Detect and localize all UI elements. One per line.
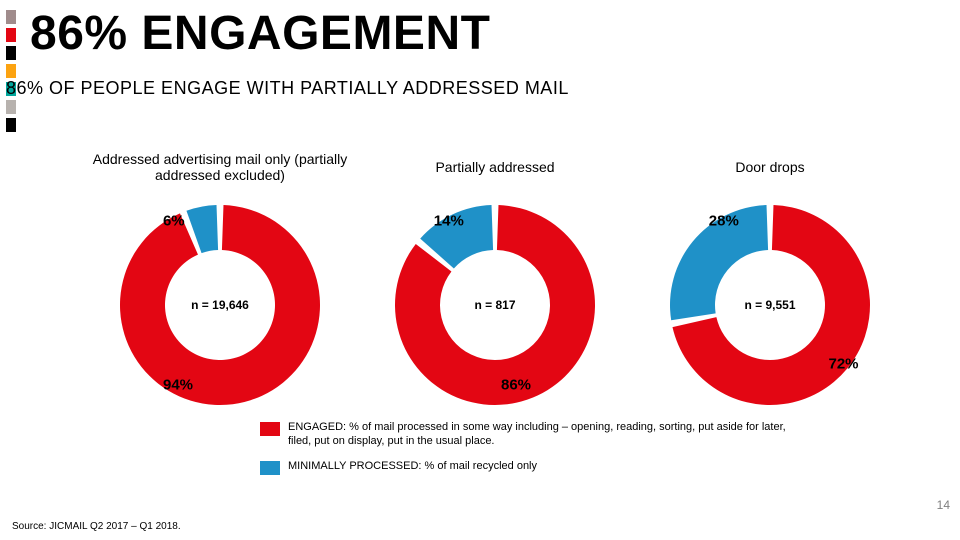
legend-swatch bbox=[260, 422, 280, 436]
legend-text: MINIMALLY PROCESSED: % of mail recycled … bbox=[288, 459, 537, 473]
donut-slice-label-engaged: 72% bbox=[828, 355, 858, 372]
legend: ENGAGED: % of mail processed in some way… bbox=[260, 420, 800, 485]
legend-row: ENGAGED: % of mail processed in some way… bbox=[260, 420, 800, 449]
legend-row: MINIMALLY PROCESSED: % of mail recycled … bbox=[260, 459, 800, 475]
page-subtitle: 86% OF PEOPLE ENGAGE WITH PARTIALLY ADDR… bbox=[6, 78, 569, 99]
chart-title: Door drops bbox=[735, 140, 804, 194]
donut: n = 817 86% 14% bbox=[390, 200, 600, 410]
donut: n = 19,646 94% 6% bbox=[115, 200, 325, 410]
page-number: 14 bbox=[937, 498, 950, 512]
legend-text: ENGAGED: % of mail processed in some way… bbox=[288, 420, 800, 449]
accent-bar bbox=[6, 118, 16, 132]
donut-slice-label-minimal: 28% bbox=[709, 213, 739, 230]
accent-bar bbox=[6, 28, 16, 42]
donut-center-label: n = 9,551 bbox=[744, 298, 795, 312]
donut-slice-label-engaged: 86% bbox=[501, 376, 531, 393]
donut-center-label: n = 817 bbox=[474, 298, 515, 312]
accent-bar bbox=[6, 46, 16, 60]
chart-1: Partially addressed n = 817 86% 14% bbox=[365, 140, 625, 410]
donut-slice-label-engaged: 94% bbox=[163, 376, 193, 393]
legend-swatch bbox=[260, 461, 280, 475]
accent-bar bbox=[6, 64, 16, 78]
source-text: Source: JICMAIL Q2 2017 – Q1 2018. bbox=[12, 521, 181, 532]
chart-title: Addressed advertising mail only (partial… bbox=[90, 140, 350, 194]
donut-slice-label-minimal: 6% bbox=[163, 213, 185, 230]
chart-2: Door drops n = 9,551 72% 28% bbox=[640, 140, 900, 410]
accent-bar bbox=[6, 100, 16, 114]
donut-center-label: n = 19,646 bbox=[191, 298, 249, 312]
donut-slice-label-minimal: 14% bbox=[434, 213, 464, 230]
donut: n = 9,551 72% 28% bbox=[665, 200, 875, 410]
accent-bars bbox=[6, 10, 16, 136]
chart-0: Addressed advertising mail only (partial… bbox=[90, 140, 350, 410]
slide-root: 86% ENGAGEMENT 86% OF PEOPLE ENGAGE WITH… bbox=[0, 0, 960, 540]
accent-bar bbox=[6, 10, 16, 24]
chart-title: Partially addressed bbox=[435, 140, 554, 194]
charts-row: Addressed advertising mail only (partial… bbox=[90, 140, 900, 410]
page-title: 86% ENGAGEMENT bbox=[30, 6, 490, 61]
